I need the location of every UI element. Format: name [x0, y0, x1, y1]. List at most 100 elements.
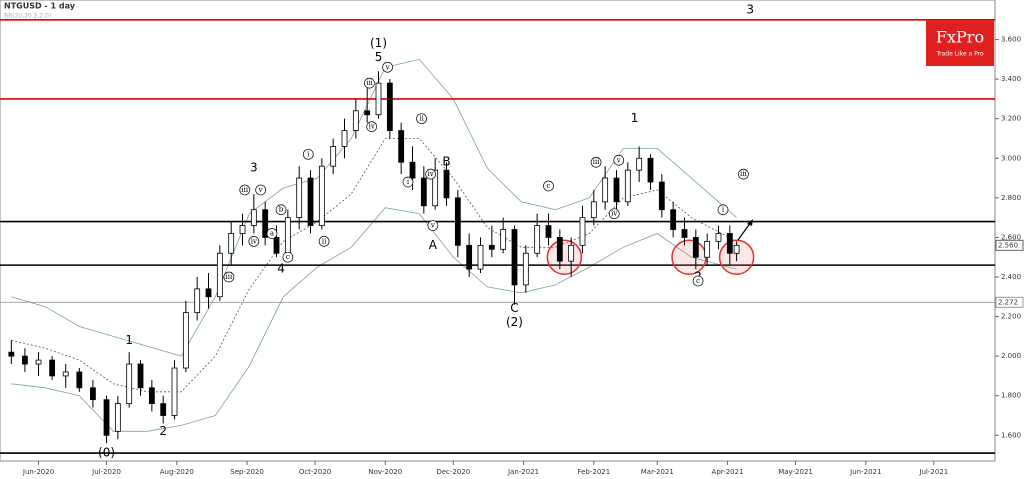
candle-body: [22, 355, 28, 365]
y-tick-label: 2.400: [1001, 273, 1021, 281]
candle-body: [341, 130, 348, 147]
circled-ring: [255, 184, 266, 196]
candle-body: [568, 244, 575, 262]
wave-label: 2: [159, 424, 167, 438]
logo-box: [926, 20, 994, 66]
x-tick-label: Nov-2020: [368, 468, 402, 476]
wave-label: (2): [506, 315, 523, 329]
circled-label: i: [717, 204, 729, 216]
candle-body: [8, 351, 15, 357]
circled-text: ii: [322, 237, 327, 245]
circled-ring: [366, 121, 378, 132]
candle-body: [364, 110, 371, 116]
circled-text: iii: [366, 79, 373, 87]
circled-ring: [717, 204, 729, 216]
x-tick-label: Jul-2020: [91, 468, 121, 476]
candle-body: [500, 229, 507, 250]
candle-body: [398, 130, 405, 163]
y-tick-label: 1.800: [1001, 392, 1021, 400]
circled-label: iv: [366, 121, 378, 132]
candle-body: [477, 244, 484, 270]
x-tick-label: Jan-2021: [507, 468, 539, 476]
circled-label: i: [402, 176, 414, 188]
candle-body: [148, 387, 155, 405]
wave-label: 1: [125, 333, 133, 347]
candle-body: [126, 363, 133, 405]
y-tick-label: 1.600: [1001, 431, 1021, 439]
candle-body: [613, 177, 620, 203]
wave-label: 4: [277, 262, 285, 276]
circled-ring: [239, 184, 251, 196]
candle-body: [579, 217, 586, 246]
wave-label: 3: [746, 2, 754, 16]
candle-body: [307, 177, 314, 226]
candle-body: [511, 229, 518, 286]
circled-text: c: [696, 277, 700, 285]
circled-label: v: [255, 184, 266, 196]
circled-text: iii: [740, 170, 747, 178]
y-tick-label: 3.600: [1001, 36, 1021, 44]
candle-body: [182, 312, 189, 369]
candle-body: [352, 110, 359, 131]
circled-text: c: [547, 182, 551, 190]
y-tick-label: 3.000: [1001, 154, 1021, 162]
level-label: 2.272: [998, 298, 1018, 306]
circled-label: iii: [590, 156, 602, 168]
x-tick-label: Mar-2021: [641, 468, 674, 476]
level-tag: [995, 296, 1024, 308]
candle-body: [216, 252, 223, 298]
candle-body: [160, 403, 167, 416]
circled-label: v: [427, 220, 439, 231]
candle-body: [262, 209, 269, 238]
candle-body: [386, 82, 393, 131]
candle-body: [590, 201, 597, 219]
circled-text: iv: [369, 123, 375, 131]
candle-body: [681, 229, 688, 238]
last-price-label: 2.560: [998, 241, 1018, 249]
x-tick-label: Aug-2020: [160, 468, 194, 476]
candle-body: [726, 233, 733, 254]
circled-ring: [416, 113, 427, 125]
candle-body: [228, 233, 235, 254]
candle-body: [602, 177, 609, 203]
circled-ring: [738, 168, 749, 180]
circled-ring: [402, 176, 414, 188]
circled-label: iii: [738, 168, 749, 180]
circled-ring: [382, 61, 393, 73]
x-tick-label: Jun-2020: [22, 468, 54, 476]
circled-label: iii: [223, 271, 235, 283]
candle-body: [692, 237, 699, 258]
circled-ring: [266, 228, 278, 239]
logo-tagline: Trade Like a Pro: [935, 51, 984, 58]
candle-body: [670, 209, 677, 230]
candle-body: [90, 387, 96, 401]
circled-label: b: [275, 204, 287, 216]
wave-label: B: [442, 155, 450, 169]
y-tick-label: 2.200: [1001, 313, 1021, 321]
plot-frame: [0, 0, 996, 462]
candle-body: [658, 181, 665, 211]
circled-text: i: [307, 150, 310, 158]
y-tick-label: 2.800: [1001, 194, 1021, 202]
circled-label: i: [302, 148, 314, 160]
x-tick-label: Sep-2020: [230, 468, 264, 476]
circled-text: ii: [419, 115, 424, 123]
candle-body: [636, 157, 643, 171]
circled-text: iv: [611, 210, 617, 218]
circled-ring: [318, 236, 330, 247]
circled-label: c: [692, 275, 704, 287]
candle-body: [704, 240, 711, 258]
candle-body: [284, 217, 291, 254]
arrow-head: [747, 219, 753, 226]
wave-label: A: [429, 238, 438, 252]
circled-text: iii: [241, 186, 248, 194]
candle-body: [330, 146, 337, 167]
candle-body: [454, 197, 461, 246]
wave-label: C: [510, 301, 518, 315]
circled-text: i: [407, 178, 410, 186]
last-price-tag: [995, 239, 1024, 251]
chart-title: NTGUSD - 1 day: [4, 2, 76, 11]
circled-text: b: [279, 206, 284, 214]
candle-body: [239, 225, 246, 234]
logo-name: FxPro: [936, 28, 984, 47]
